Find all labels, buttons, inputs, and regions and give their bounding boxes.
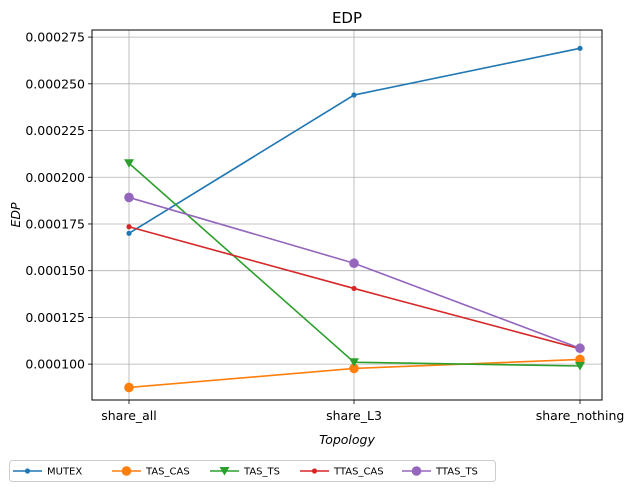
x-tick-label-share_L3: share_L3 <box>326 408 382 423</box>
legend-swatch-marker <box>311 468 318 474</box>
legend-swatch-marker <box>219 467 230 476</box>
chart-title: EDP <box>332 9 362 27</box>
data-point-share_L3 <box>349 258 359 269</box>
data-point-share_L3 <box>351 92 357 98</box>
legend-swatch-marker <box>24 468 31 474</box>
y-axis-ticks: 0.000100 0.000125 0.000150 0.000175 0.000200… <box>25 30 92 372</box>
series-ttas-ts <box>124 192 585 354</box>
legend-label: TAS_CAS <box>145 467 190 478</box>
data-point-share_all <box>126 224 132 230</box>
legend-swatch-marker <box>411 466 422 476</box>
series-ttas-cas <box>126 224 583 352</box>
series-tas-ts <box>124 159 585 371</box>
legend: MUTEX TAS_CAS TAS_TS TTAS_CAS TTAS_TS <box>9 460 496 482</box>
series-line <box>128 196 581 349</box>
plot-series <box>124 45 585 393</box>
plot-frame <box>91 29 603 401</box>
legend-label: TTAS_CAS <box>333 467 384 478</box>
y-tick-label-2: 0.000150 <box>25 263 85 278</box>
y-tick-label-1: 0.000125 <box>25 310 85 325</box>
data-point-share_all <box>126 230 132 236</box>
data-point-share_L3 <box>349 363 359 374</box>
y-tick-label-5: 0.000225 <box>25 123 85 138</box>
y-tick-label-4: 0.000200 <box>25 170 85 185</box>
y-tick-label-3: 0.000175 <box>25 216 85 231</box>
series-tas-cas <box>124 354 585 393</box>
data-point-share_L3 <box>351 285 357 292</box>
legend-item-tas-ts: TAS_TS <box>210 467 280 478</box>
legend-item-mutex: MUTEX <box>13 467 82 478</box>
legend-label: TTAS_TS <box>435 467 478 478</box>
x-tick-label-share_nothing: share_nothing <box>536 408 625 423</box>
legend-swatch-marker <box>121 466 132 476</box>
x-axis-ticks: share_all share_L3 share_nothing <box>101 400 624 423</box>
legend-label: TAS_TS <box>243 467 280 478</box>
legend-label: MUTEX <box>47 467 82 478</box>
data-point-share_all <box>124 382 134 393</box>
x-tick-label-share_all: share_all <box>101 408 157 423</box>
legend-item-tas-cas: TAS_CAS <box>112 466 190 478</box>
series-mutex <box>126 45 583 236</box>
y-tick-label-7: 0.000275 <box>25 30 85 45</box>
grid-lines <box>92 30 602 400</box>
x-axis-label: Topology <box>319 432 375 447</box>
data-point-share_nothing <box>575 354 585 365</box>
y-axis-label: EDP <box>8 202 23 228</box>
data-point-share_all <box>124 159 134 168</box>
data-point-share_nothing <box>575 343 585 354</box>
data-point-share_nothing <box>575 361 585 371</box>
y-tick-label-0: 0.000100 <box>25 357 85 372</box>
data-point-share_L3 <box>349 358 359 367</box>
legend-item-ttas-cas: TTAS_CAS <box>300 467 384 478</box>
legend-item-ttas-ts: TTAS_TS <box>402 466 478 478</box>
series-line <box>128 47 581 234</box>
data-point-share_nothing <box>577 45 583 51</box>
legend-box <box>9 460 496 482</box>
data-point-share_all <box>124 192 134 203</box>
y-tick-label-6: 0.000250 <box>25 76 85 91</box>
